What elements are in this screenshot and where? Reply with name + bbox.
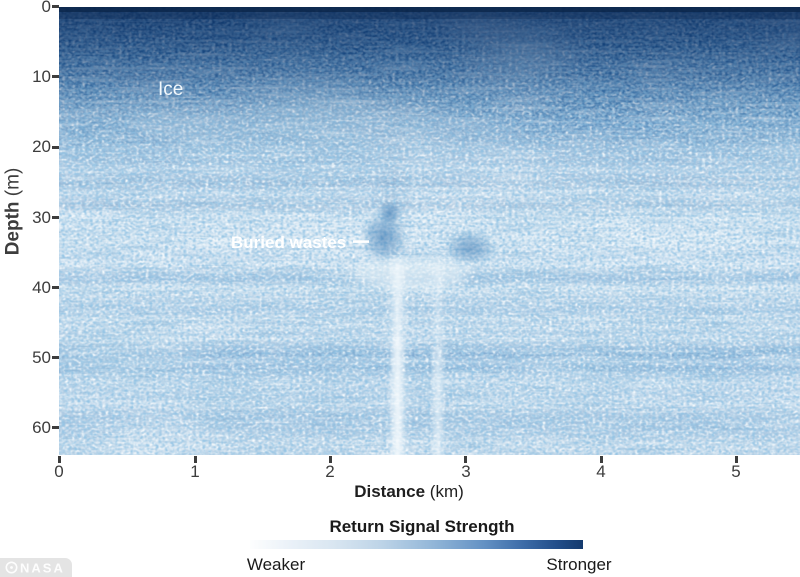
svg-text:Ice: Ice (158, 79, 183, 100)
svg-text:NASA: NASA (20, 561, 65, 576)
svg-text:Buried wastes: Buried wastes (231, 233, 346, 252)
